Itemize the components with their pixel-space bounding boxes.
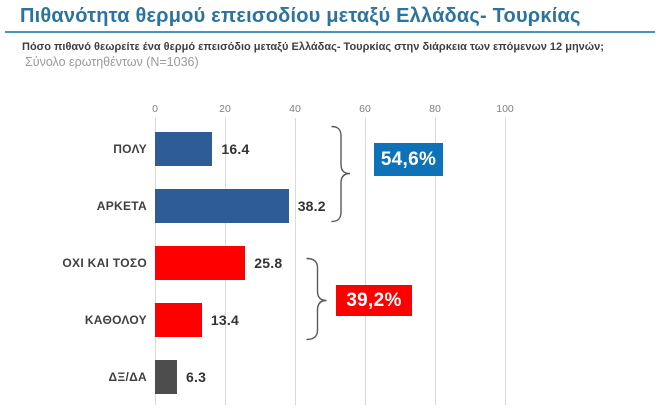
x-axis-tick-label: 80 bbox=[429, 103, 441, 115]
value-label: 16.4 bbox=[221, 141, 250, 157]
bar bbox=[155, 303, 202, 337]
x-axis-tick-label: 100 bbox=[496, 103, 514, 115]
gridline bbox=[365, 118, 366, 405]
title-underline-rule bbox=[5, 31, 655, 33]
bar bbox=[155, 132, 213, 166]
bracket-negative-group-icon bbox=[306, 257, 327, 341]
bar bbox=[155, 360, 178, 394]
x-axis-tick-label: 40 bbox=[289, 103, 301, 115]
x-axis-tick-label: 20 bbox=[219, 103, 231, 115]
category-label: ΟΧΙ ΚΑΙ ΤΟΣΟ bbox=[62, 256, 147, 270]
bracket-positive-group-icon bbox=[331, 125, 351, 223]
callout-negative-total: 39,2% bbox=[336, 285, 412, 316]
category-label: ΑΡΚΕΤΑ bbox=[96, 199, 147, 213]
gridline bbox=[435, 118, 436, 405]
value-label: 13.4 bbox=[210, 312, 239, 328]
category-label: ΚΑΘΟΛΟΥ bbox=[84, 313, 147, 327]
page-title: Πιθανότητα θερμού επεισοδίου μεταξύ Ελλά… bbox=[20, 5, 581, 27]
callout-positive-total: 54,6% bbox=[374, 143, 443, 176]
gridline bbox=[295, 118, 296, 405]
value-label: 6.3 bbox=[186, 369, 207, 385]
category-label: ΔΞ/ΔΑ bbox=[108, 370, 147, 384]
x-axis-tick-label: 0 bbox=[152, 103, 158, 115]
gridline bbox=[505, 118, 506, 405]
sample-size-note: Σύνολο ερωτηθέντων (N=1036) bbox=[25, 55, 199, 69]
category-label: ΠΟΛΥ bbox=[113, 142, 147, 156]
bar bbox=[155, 246, 246, 280]
value-label: 38.2 bbox=[297, 198, 326, 214]
survey-question: Πόσο πιθανό θεωρείτε ένα θερμό επεισόδιο… bbox=[22, 41, 604, 53]
x-axis-tick-label: 60 bbox=[359, 103, 371, 115]
value-label: 25.8 bbox=[254, 255, 283, 271]
bar bbox=[155, 189, 289, 223]
